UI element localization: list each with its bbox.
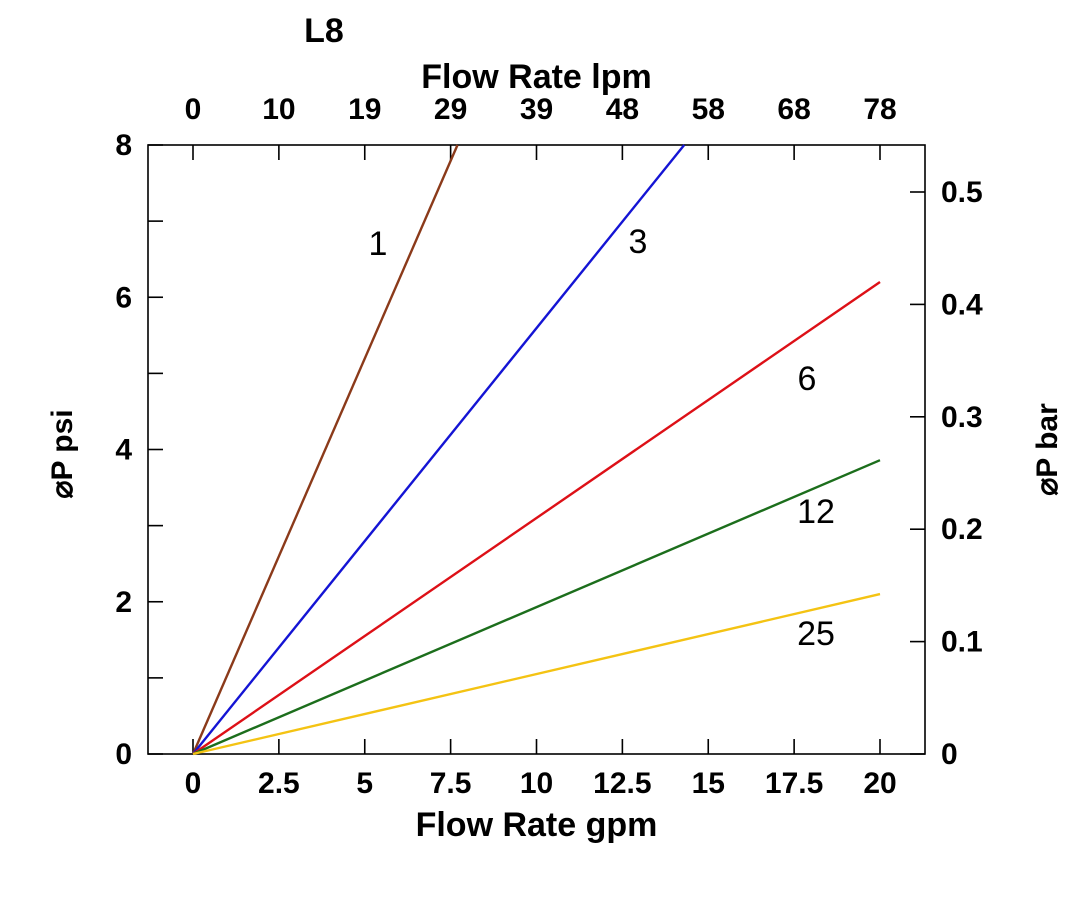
svg-text:3: 3 [629,223,648,261]
svg-text:0.2: 0.2 [941,513,983,546]
svg-text:0.4: 0.4 [941,288,983,321]
svg-text:L8: L8 [304,12,344,50]
svg-text:17.5: 17.5 [765,767,823,800]
svg-text:48: 48 [606,93,639,126]
svg-text:19: 19 [348,93,381,126]
svg-text:0: 0 [185,93,202,126]
svg-text:20: 20 [863,767,896,800]
svg-text:12: 12 [797,493,835,531]
svg-text:5: 5 [356,767,373,800]
svg-text:8: 8 [115,129,132,162]
svg-text:Flow Rate gpm: Flow Rate gpm [416,806,658,844]
svg-text:39: 39 [520,93,553,126]
svg-text:78: 78 [863,93,896,126]
svg-text:7.5: 7.5 [430,767,472,800]
svg-text:10: 10 [520,767,553,800]
svg-text:0.5: 0.5 [941,176,983,209]
svg-text:15: 15 [692,767,725,800]
svg-text:6: 6 [115,281,132,314]
svg-text:0: 0 [115,738,132,771]
svg-text:68: 68 [777,93,810,126]
svg-text:⌀P psi: ⌀P psi [46,409,79,498]
svg-text:29: 29 [434,93,467,126]
svg-text:12.5: 12.5 [593,767,651,800]
svg-text:0: 0 [941,738,958,771]
svg-text:6: 6 [798,360,817,398]
svg-text:0: 0 [185,767,202,800]
svg-text:10: 10 [262,93,295,126]
svg-text:⌀P bar: ⌀P bar [1031,403,1064,496]
svg-text:Flow Rate lpm: Flow Rate lpm [421,58,651,96]
svg-text:4: 4 [115,434,132,467]
svg-text:2: 2 [115,586,132,619]
svg-text:2.5: 2.5 [258,767,300,800]
svg-text:58: 58 [692,93,725,126]
svg-text:0.1: 0.1 [941,626,983,659]
svg-text:0.3: 0.3 [941,401,983,434]
svg-text:1: 1 [369,225,388,263]
svg-text:25: 25 [797,615,835,653]
